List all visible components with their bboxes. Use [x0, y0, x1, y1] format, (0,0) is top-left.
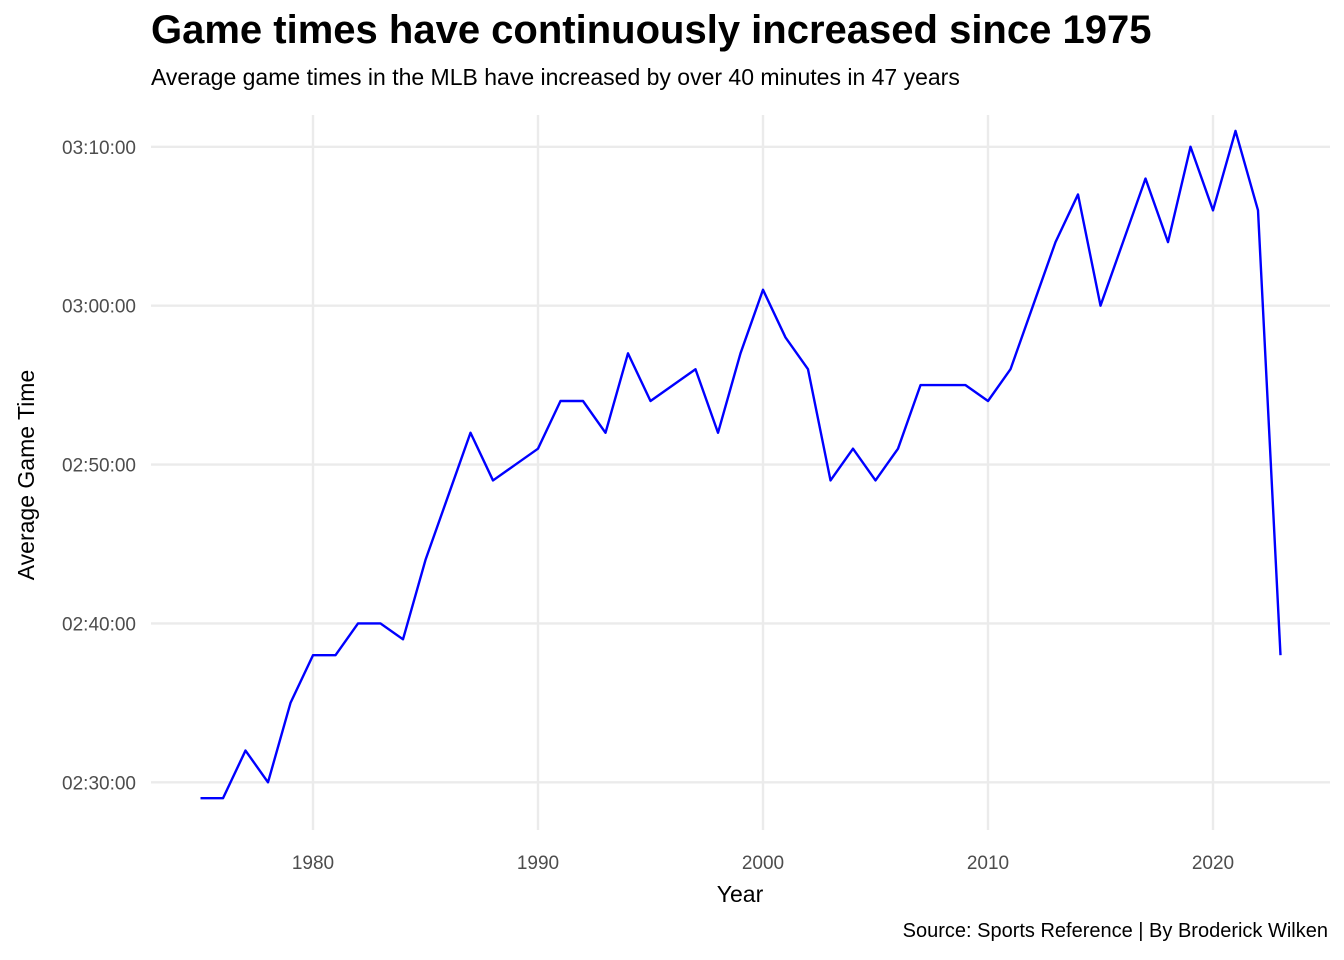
series-layer [200, 129, 1282, 800]
chart-title: Game times have continuously increased s… [151, 8, 1152, 52]
y-tick-label: 02:40:00 [62, 614, 136, 635]
x-axis-title: Year [717, 881, 764, 907]
series-line [200, 129, 1282, 800]
y-tick-label: 02:50:00 [62, 456, 136, 477]
x-tick-label: 1990 [517, 853, 559, 874]
y-axis-title: Average Game Time [13, 370, 39, 581]
y-tick-label: 02:30:00 [62, 773, 136, 794]
chart-caption: Source: Sports Reference | By Broderick … [902, 920, 1328, 942]
y-tick-label: 03:10:00 [62, 138, 136, 159]
y-tick-labels: 02:30:00 02:40:00 02:50:00 03:00:00 03:10:00 [62, 138, 136, 795]
x-gridlines [311, 115, 1215, 830]
x-tick-label: 2020 [1192, 853, 1234, 874]
y-tick-label: 03:00:00 [62, 297, 136, 318]
chart-subtitle: Average game times in the MLB have incre… [151, 64, 960, 90]
x-tick-label: 2000 [742, 853, 784, 874]
x-tick-label: 2010 [967, 853, 1009, 874]
x-tick-label: 1980 [292, 853, 334, 874]
y-gridlines [151, 145, 1330, 784]
x-tick-labels: 1980 1990 2000 2010 2020 [292, 853, 1234, 874]
